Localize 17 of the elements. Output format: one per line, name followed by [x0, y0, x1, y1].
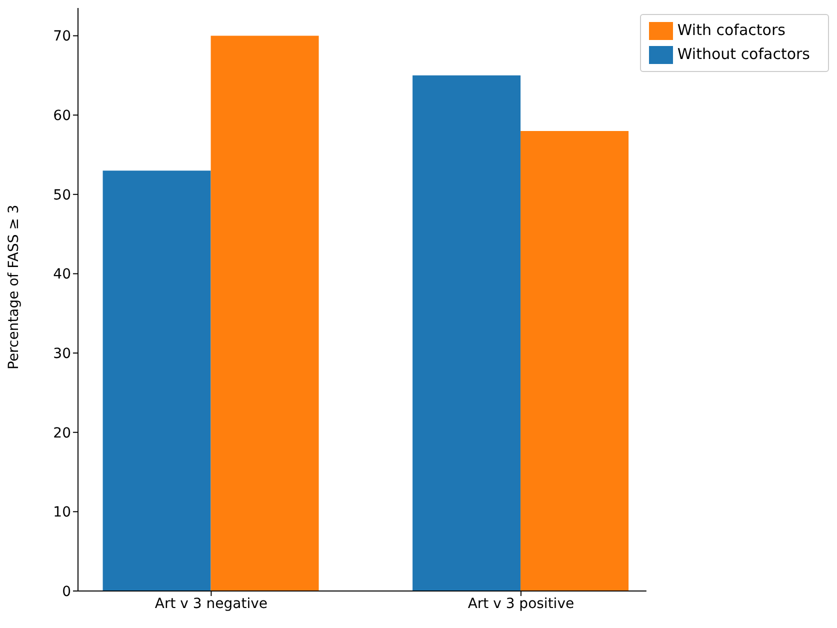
y-tick-label: 0: [62, 584, 71, 600]
y-tick-label: 40: [53, 266, 71, 283]
y-tick-label: 30: [53, 346, 71, 362]
x-tick-label: Art v 3 negative: [154, 596, 268, 612]
y-tick-label: 60: [53, 108, 71, 124]
y-tick-label: 10: [53, 504, 71, 521]
bar: [520, 130, 629, 591]
bar: [210, 36, 319, 591]
x-tick-label: Art v 3 positive: [468, 596, 574, 612]
y-tick-label: 70: [53, 28, 71, 45]
y-axis-title: Percentage of FASS ≥ 3: [6, 204, 22, 370]
bar: [412, 75, 521, 591]
legend-label: With cofactors: [677, 21, 786, 40]
bar: [102, 170, 211, 591]
y-tick-label: 20: [53, 425, 71, 442]
y-tick-label: 50: [53, 187, 71, 204]
legend-label: Without cofactors: [677, 45, 810, 64]
